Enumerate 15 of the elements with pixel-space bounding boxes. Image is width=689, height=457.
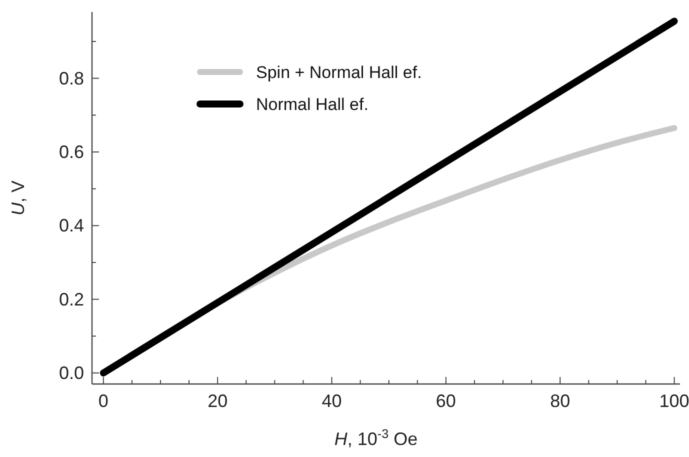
x-tick-label: 80 bbox=[550, 391, 570, 411]
x-tick-label: 20 bbox=[208, 391, 228, 411]
y-tick-label: 0.6 bbox=[58, 142, 84, 162]
legend-label: Normal Hall ef. bbox=[256, 95, 368, 114]
legend-label: Spin + Normal Hall ef. bbox=[256, 63, 422, 82]
x-tick-label: 40 bbox=[322, 391, 342, 411]
x-tick-label: 100 bbox=[659, 391, 689, 411]
x-tick-label: 60 bbox=[436, 391, 456, 411]
y-tick-label: 0.8 bbox=[58, 68, 84, 88]
y-axis-title: U, V bbox=[8, 180, 28, 216]
y-tick-label: 0.4 bbox=[58, 216, 84, 236]
y-tick-label: 0.0 bbox=[58, 362, 84, 383]
x-tick-label: 0 bbox=[98, 391, 108, 411]
x-axis-title: H, 10$^{-3}$ Oe bbox=[334, 427, 418, 449]
y-tick-label: 0.2 bbox=[58, 289, 84, 310]
